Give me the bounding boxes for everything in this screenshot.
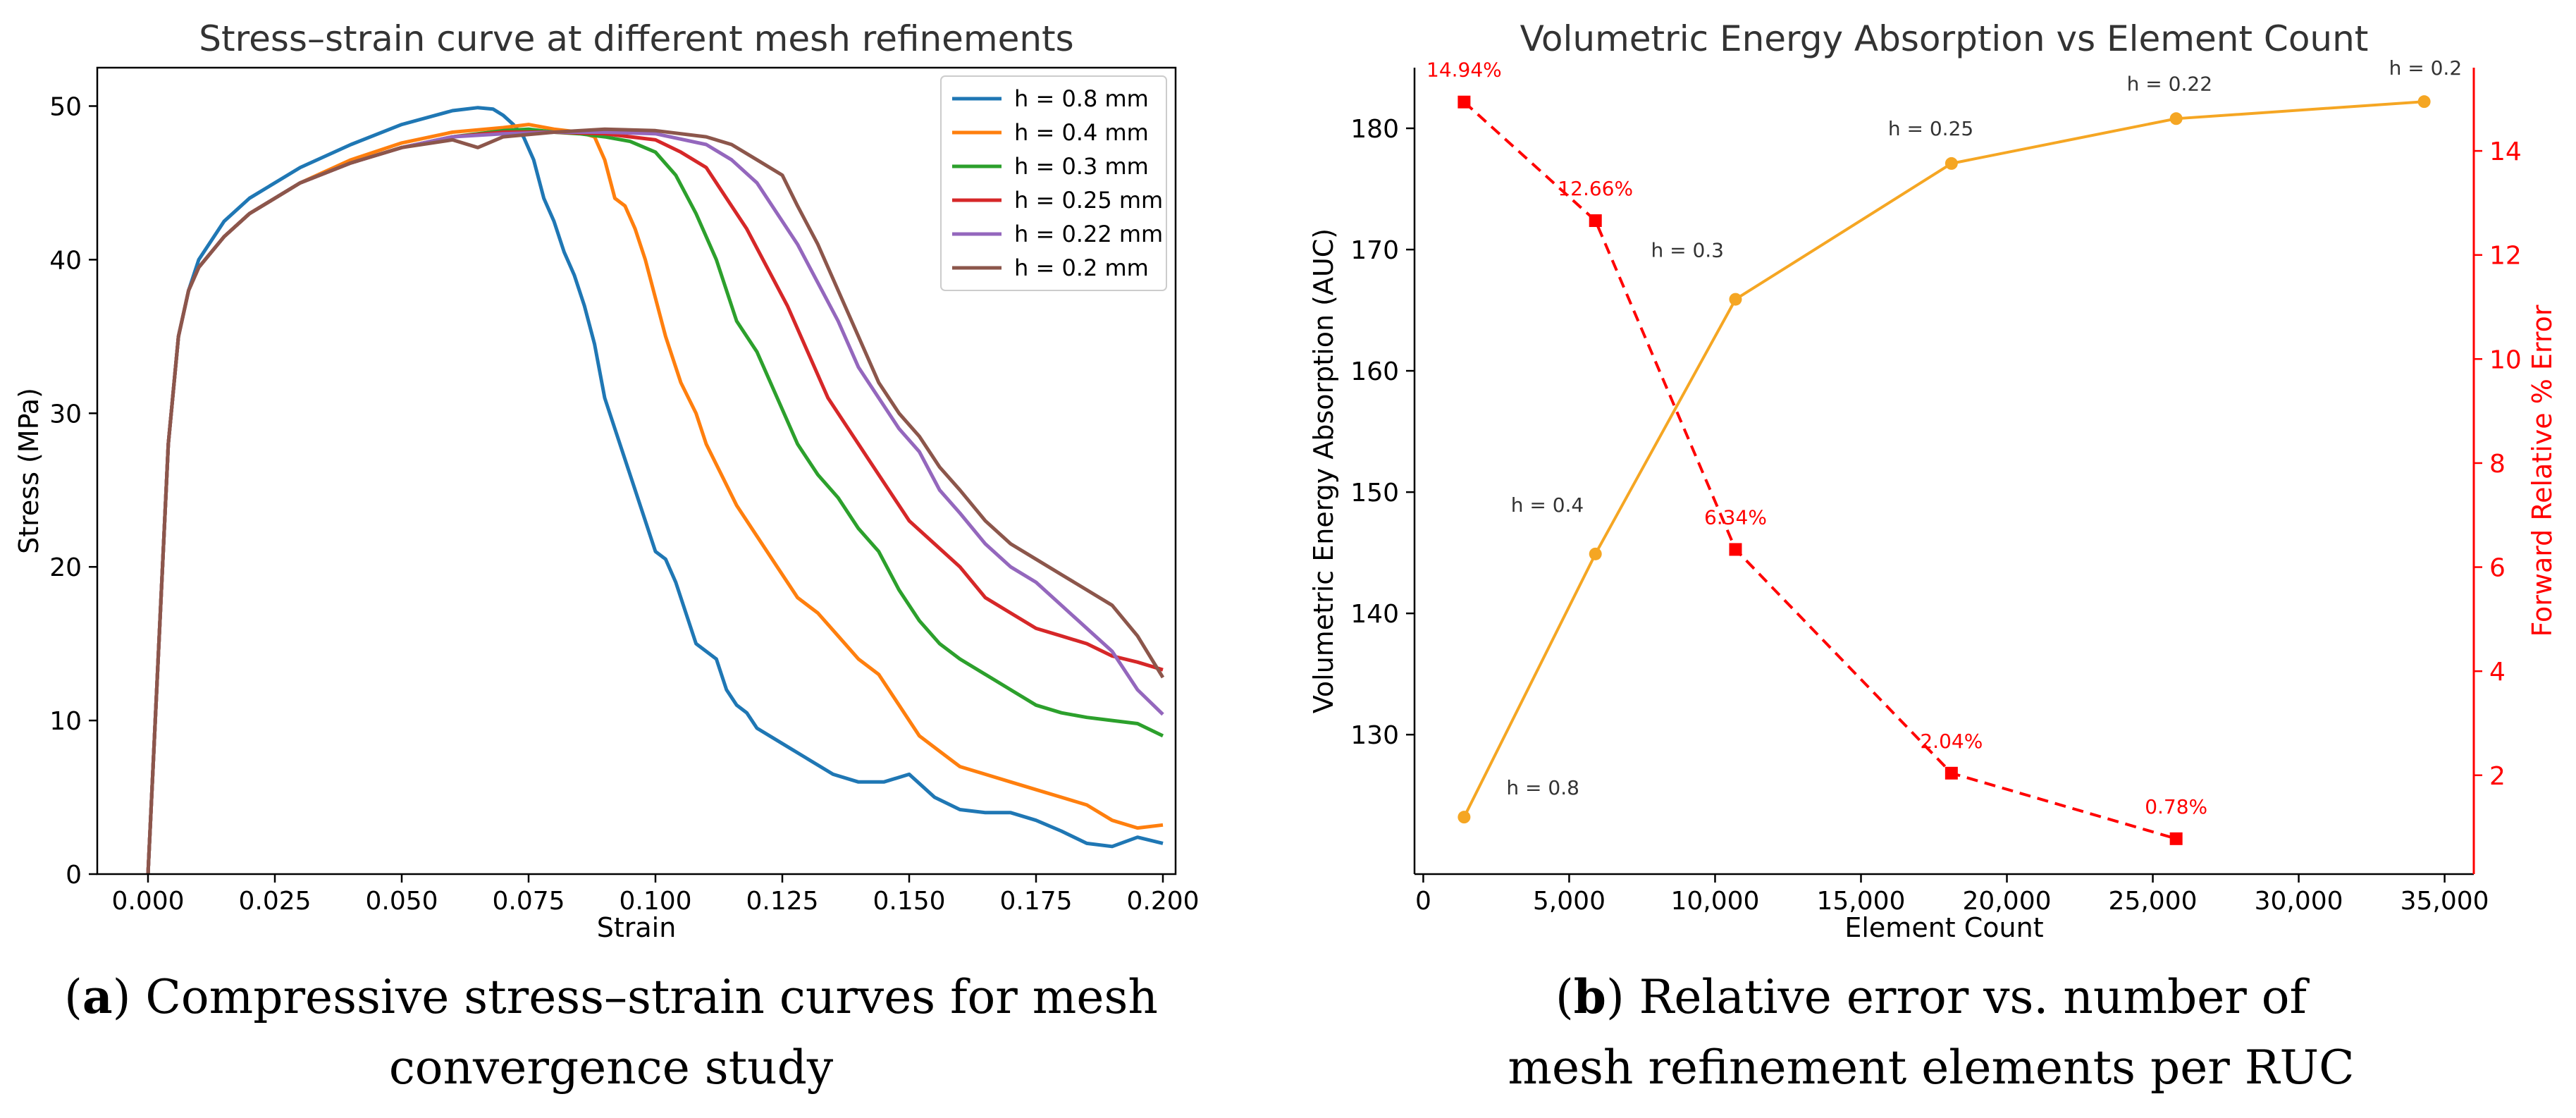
series-line-1 <box>146 106 1164 875</box>
legend-box <box>940 75 1167 291</box>
caption-a-text: Compressive stress–strain curves for mes… <box>130 970 1157 1024</box>
error-point-label: 14.94% <box>1426 59 1502 82</box>
y2-tick-label-b: 6 <box>2489 554 2506 583</box>
stress-strain-chart: Stress–strain curve at different mesh re… <box>13 18 1200 943</box>
x-tick-label-a: 0.050 <box>365 887 438 916</box>
y-tick-label-a: 30 <box>49 400 82 429</box>
error-line <box>1463 101 2177 840</box>
chart-b-y2label: Forward Relative % Error <box>2527 305 2558 637</box>
y-tick-label-a: 20 <box>49 553 82 582</box>
legend-entry: h = 0.25 mm <box>1014 187 1163 214</box>
x-tick-label-b: 10,000 <box>1670 887 1759 916</box>
y2-tick-label-b: 4 <box>2489 658 2506 687</box>
auc-point-label: h = 0.22 <box>2127 72 2212 95</box>
chart-a-ylabel: Stress (MPa) <box>13 388 44 554</box>
x-tick-label-b: 20,000 <box>1963 887 2052 916</box>
caption-a-line2: convergence study <box>389 1040 834 1095</box>
y-tick-label-b: 140 <box>1350 600 1399 629</box>
chart-a-legend: h = 0.8 mm h = 0.4 mm h = 0.3 mm h = 0.25 m… <box>940 75 1167 291</box>
caption-a-line1: (a) Compressive stress–strain curves for… <box>64 969 1158 1024</box>
error-point-label: 0.78% <box>2145 795 2207 818</box>
x-tick-label-b: 5,000 <box>1533 887 1606 916</box>
auc-point <box>1458 811 1471 824</box>
error-point-label: 6.34% <box>1704 505 1767 529</box>
x-tick-label-a: 0.100 <box>619 887 691 916</box>
y-tick-label-b: 150 <box>1350 479 1399 508</box>
x-tick-label-b: 25,000 <box>2109 887 2198 916</box>
error-point <box>1458 95 1471 109</box>
chart-a-xlabel: Strain <box>597 912 677 943</box>
y2-tick-label-b: 2 <box>2489 762 2506 791</box>
caption-b-text: Relative error vs. number of <box>1625 970 2310 1024</box>
series-line-6 <box>146 127 1165 875</box>
error-point-label: 12.66% <box>1558 177 1633 200</box>
y-tick-label-a: 50 <box>49 92 82 121</box>
x-tick-label-a: 0.175 <box>999 887 1072 916</box>
caption-b-letter: b <box>1574 969 1606 1024</box>
error-point <box>1589 214 1602 227</box>
x-tick-label-a: 0.200 <box>1126 887 1199 916</box>
chart-a-title: Stress–strain curve at different mesh re… <box>199 18 1073 59</box>
auc-point-label: h = 0.25 <box>1888 117 1973 140</box>
energy-absorption-chart: Volumetric Energy Absorption vs Element … <box>1308 18 2558 943</box>
x-tick-label-a: 0.150 <box>873 887 945 916</box>
y2-tick-label-b: 12 <box>2489 242 2522 271</box>
y2-tick-label-b: 10 <box>2489 345 2522 374</box>
x-tick-label-a: 0.075 <box>492 887 565 916</box>
y-tick-label-a: 40 <box>49 246 82 275</box>
x-tick-label-b: 0 <box>1415 887 1431 916</box>
auc-point <box>1589 547 1602 560</box>
chart-a-frame <box>96 66 1177 876</box>
y-tick-label-b: 130 <box>1350 721 1399 750</box>
auc-point-label: h = 0.3 <box>1651 239 1724 262</box>
legend-entry: h = 0.4 mm <box>1014 119 1149 146</box>
auc-line <box>1462 100 2424 818</box>
y-tick-label-b: 160 <box>1350 357 1399 386</box>
y-tick-label-b: 170 <box>1350 236 1399 265</box>
auc-point-label: h = 0.4 <box>1511 493 1584 517</box>
auc-point <box>2169 112 2183 125</box>
caption-a-letter: a <box>82 969 113 1024</box>
x-tick-label-b: 30,000 <box>2255 887 2343 916</box>
x-tick-label-a: 0.025 <box>238 887 311 916</box>
auc-point-label: h = 0.2 <box>2389 56 2463 80</box>
error-point-label: 2.04% <box>1920 730 1983 753</box>
legend-entry: h = 0.2 mm <box>1014 254 1149 281</box>
x-tick-label-a: 0.125 <box>746 887 818 916</box>
chart-b-title: Volumetric Energy Absorption vs Element … <box>1520 18 2369 59</box>
auc-point <box>1729 293 1742 306</box>
auc-point <box>2417 95 2431 109</box>
error-point <box>1945 766 1958 780</box>
legend-entry: h = 0.3 mm <box>1014 153 1149 180</box>
chart-b-ylabel: Volumetric Energy Absorption (AUC) <box>1308 228 1339 713</box>
y-tick-label-a: 10 <box>49 707 82 736</box>
error-point <box>1729 543 1742 556</box>
chart-b-xlabel: Element Count <box>1844 912 2043 943</box>
x-tick-label-a: 0.000 <box>111 887 184 916</box>
y-tick-label-b: 180 <box>1350 115 1399 144</box>
x-tick-label-b: 35,000 <box>2401 887 2489 916</box>
legend-entry: h = 0.22 mm <box>1014 221 1163 247</box>
caption-b-line1: (b) Relative error vs. number of <box>1555 969 2310 1024</box>
legend-entry: h = 0.8 mm <box>1014 85 1149 112</box>
error-point <box>2169 832 2183 845</box>
y2-tick-label-b: 8 <box>2489 450 2506 479</box>
auc-point <box>1945 156 1958 170</box>
x-tick-label-b: 15,000 <box>1817 887 1906 916</box>
y2-tick-label-b: 14 <box>2489 137 2522 166</box>
caption-b-line2: mesh refinement elements per RUC <box>1508 1040 2354 1095</box>
y-tick-label-a: 0 <box>66 861 82 890</box>
auc-point-label: h = 0.8 <box>1506 776 1579 799</box>
